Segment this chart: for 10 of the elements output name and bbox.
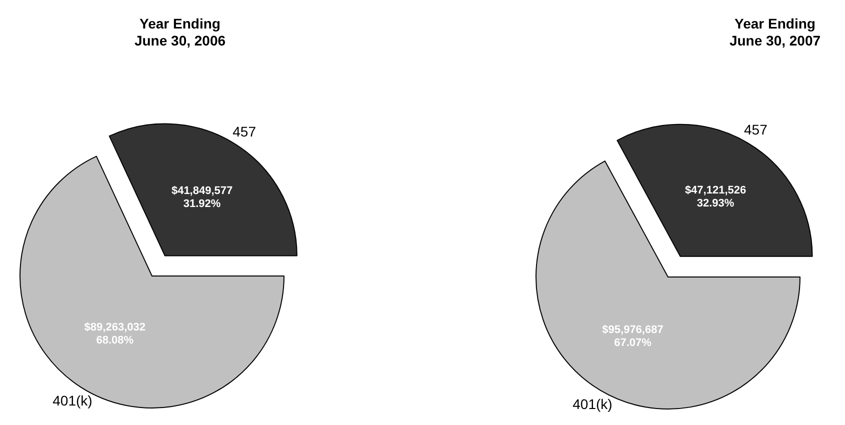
data-label: $47,121,526 32.93% <box>684 184 746 210</box>
slice-label: 457 <box>232 123 256 140</box>
slice-label: 457 <box>744 121 768 138</box>
data-label: $95,976,687 67.07% <box>602 324 664 349</box>
chart-title: Year Ending June 30, 2007 <box>729 16 821 48</box>
data-label: $41,849,577 31.92% <box>171 185 233 210</box>
slice-label: 401(k) <box>52 392 92 409</box>
chart-title: Year Ending June 30, 2006 <box>134 16 226 48</box>
data-label: $89,263,032 68.08% <box>84 322 146 347</box>
slice-label: 401(k) <box>572 396 612 412</box>
